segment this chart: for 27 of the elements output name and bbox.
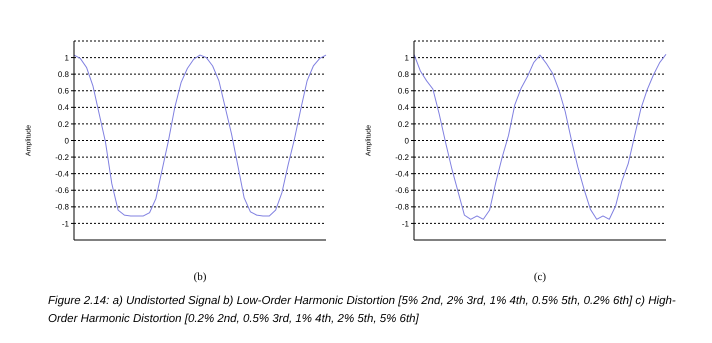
y-tick-label: 0.8 (58, 70, 70, 80)
y-tick-label: -0.8 (395, 202, 410, 212)
y-tick-label: 0 (64, 136, 70, 146)
x-axis-title: (c) (534, 271, 546, 283)
y-tick-label: -0.4 (55, 170, 70, 179)
line-series (74, 54, 326, 216)
caption: Figure 2.14: a) Undistorted Signal b) Low-Order Harmonic Distortion [5% 2nd, 2% 3rd, 1% 4th, 0.5% 5th, 0.2% 6th] c) High-Order Harmonic Distortion [0.2% 2nd, 0.5% 3rd, 1% 4th, 2% 5th, 5% 6th] (48, 294, 677, 327)
y-tick-label: -0.8 (55, 202, 70, 212)
y-tick-label: 1 (64, 53, 70, 62)
y-tick-label: 0 (404, 136, 410, 146)
y-tick-label: -0.6 (55, 186, 70, 196)
y-tick-label: 0.2 (58, 120, 70, 129)
y-tick-label: -0.6 (395, 186, 410, 196)
y-tick-label: 0.6 (58, 86, 70, 96)
line-series (414, 54, 666, 220)
y-tick-label: -1 (62, 219, 70, 228)
y-tick-label: 0.4 (58, 103, 70, 112)
y-tick-label: 0.4 (398, 103, 410, 112)
y-tick-label: 0.8 (398, 70, 410, 80)
y-tick-label: 0.6 (398, 86, 410, 96)
y-tick-label: 0.2 (398, 120, 410, 129)
y-tick-label: -1 (402, 219, 410, 228)
y-tick-label: -0.4 (395, 170, 410, 179)
y-tick-label: -0.2 (395, 152, 410, 162)
x-axis-title: (b) (194, 271, 207, 283)
y-tick-label: -0.2 (55, 152, 70, 162)
y-tick-label: 1 (404, 53, 410, 62)
